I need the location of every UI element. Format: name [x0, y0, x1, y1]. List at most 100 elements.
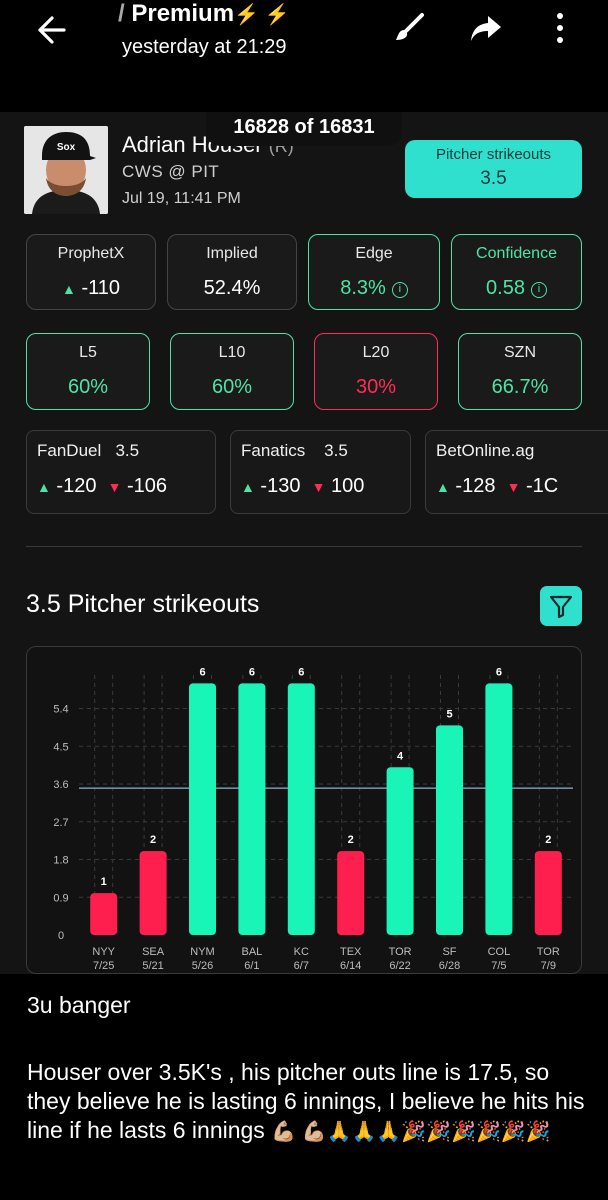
bar: [90, 893, 118, 935]
pitcher-photo: Sox: [24, 126, 108, 214]
filter-icon: [549, 595, 573, 619]
strikeout-chart: 0 0.9 1.8 2.7 3.6 4.5 5.4 1 NYY 7/25 2 SEA 5/21 6 NYM 5…: [26, 646, 582, 974]
shared-screenshot[interactable]: 16828 of 16831 Sox Adrian Houser (R) CWS…: [0, 112, 608, 974]
game-date: Jul 19, 11:41 PM: [122, 190, 241, 207]
metric-label: Confidence: [476, 245, 557, 262]
metric-label: Edge: [355, 245, 393, 262]
paintbrush-icon[interactable]: [392, 10, 428, 46]
book-betonline[interactable]: BetOnline.ag ▲ -128 ▼ -1C: [425, 430, 608, 514]
book-line: 3.5: [324, 441, 348, 460]
matchup: CWS @ PIT: [122, 162, 220, 181]
hitrate-value: 30%: [355, 376, 397, 398]
hitrate-szn: SZN 66.7%: [458, 333, 582, 410]
x-date-label: 7/5: [491, 960, 506, 972]
y-tick-label: 3.6: [53, 779, 68, 791]
x-date-label: 6/1: [244, 960, 259, 972]
y-tick-label: 0.9: [53, 892, 68, 904]
svg-text:Sox: Sox: [57, 142, 76, 153]
hitrate-value: 60%: [67, 376, 109, 398]
title-text: Premium: [131, 0, 235, 27]
down-arrow-icon: ▼: [107, 479, 122, 495]
x-category-label: TEX: [340, 946, 362, 958]
x-date-label: 5/26: [192, 960, 213, 972]
timestamp: yesterday at 21:29: [122, 36, 287, 58]
bolt-icons: ⚡ ⚡: [234, 4, 290, 26]
under-odds: -106: [127, 475, 168, 497]
y-tick-label: 1.8: [53, 855, 68, 867]
info-icon[interactable]: i: [391, 282, 408, 298]
prop-label: Pitcher strikeouts: [435, 146, 552, 163]
x-category-label: COL: [488, 946, 511, 958]
book-fanatics[interactable]: Fanatics 3.5 ▲ -130 ▼ 100: [230, 430, 411, 514]
metric-value: 52.4%: [203, 277, 261, 299]
down-arrow-icon: ▼: [311, 479, 326, 495]
bar: [189, 683, 216, 935]
book-name: FanDuel: [37, 441, 102, 460]
metric-confidence: Confidence 0.58 i: [451, 234, 582, 310]
bar-value-label: 2: [150, 834, 156, 846]
hitrate-l5: L5 60%: [26, 333, 150, 410]
prop-type-button[interactable]: Pitcher strikeouts 3.5: [405, 140, 582, 198]
over-odds: -120: [56, 475, 97, 497]
book-name: Fanatics: [241, 441, 306, 460]
bar-value-label: 6: [496, 666, 502, 678]
x-date-label: 6/7: [294, 960, 309, 972]
back-arrow-icon[interactable]: [30, 12, 70, 48]
up-arrow-icon: ▲: [436, 479, 450, 495]
bar-value-label: 1: [101, 876, 107, 888]
book-line: 3.5: [115, 441, 140, 460]
bar-value-label: 2: [545, 834, 551, 846]
x-category-label: TOR: [537, 946, 560, 958]
y-tick-label: 4.5: [53, 741, 68, 753]
forward-icon[interactable]: [468, 10, 504, 46]
x-date-label: 5/21: [142, 960, 163, 972]
caption-headline: 3u banger: [27, 992, 131, 1018]
bar: [386, 767, 414, 935]
bar-value-label: 2: [348, 834, 354, 846]
x-date-label: 7/9: [541, 960, 556, 972]
info-icon[interactable]: i: [530, 282, 547, 298]
x-category-label: BAL: [242, 946, 263, 958]
filter-button[interactable]: [540, 586, 582, 626]
x-date-label: 7/25: [93, 960, 114, 972]
hitrate-label: L20: [362, 344, 390, 361]
up-arrow-icon: ▲: [37, 479, 51, 495]
under-odds: -1C: [526, 475, 559, 497]
bar-value-label: 5: [446, 708, 452, 720]
bar: [287, 683, 315, 935]
hitrate-l20: L20 30%: [314, 333, 438, 410]
metric-label: Implied: [206, 245, 258, 262]
section-title: 3.5 Pitcher strikeouts: [26, 590, 260, 618]
hitrate-label: L10: [218, 344, 246, 361]
bar-value-label: 4: [397, 750, 404, 762]
bar-value-label: 6: [298, 666, 304, 678]
metric-label: ProphetX: [57, 245, 125, 262]
book-fanduel[interactable]: FanDuel 3.5 ▲ -120 ▼ -106: [26, 430, 216, 514]
more-options-icon[interactable]: [550, 10, 570, 46]
metric-value: 8.3%: [340, 277, 386, 299]
chat-title: / Premium⚡ ⚡: [118, 0, 290, 27]
hitrate-label: L5: [79, 344, 97, 361]
y-tick-label: 2.7: [53, 817, 68, 829]
metric-value: -110: [81, 277, 120, 299]
up-arrow-icon: ▲: [62, 281, 76, 297]
y-tick-label: 5.4: [53, 704, 68, 716]
caption-emojis: 💪🏼 💪🏼🙏🙏🙏🎉🎉🎉🎉🎉🎉: [271, 1121, 551, 1143]
over-odds: -128: [455, 475, 496, 497]
bar-value-label: 6: [199, 666, 205, 678]
chart-svg: 0 0.9 1.8 2.7 3.6 4.5 5.4 1 NYY 7/25 2 SEA 5/21 6 NYM 5…: [53, 666, 573, 972]
image-counter: 16828 of 16831: [206, 112, 402, 146]
prop-line: 3.5: [480, 168, 507, 189]
under-odds: 100: [331, 475, 365, 497]
over-odds: -130: [260, 475, 301, 497]
bar: [436, 725, 463, 935]
bar: [139, 851, 167, 935]
x-category-label: SEA: [142, 946, 165, 958]
down-arrow-icon: ▼: [506, 479, 521, 495]
x-category-label: TOR: [389, 946, 412, 958]
bar-value-label: 6: [249, 666, 255, 678]
hitrate-label: SZN: [504, 344, 536, 361]
x-category-label: NYY: [92, 946, 115, 958]
x-date-label: 6/14: [340, 960, 361, 972]
x-category-label: KC: [294, 946, 309, 958]
